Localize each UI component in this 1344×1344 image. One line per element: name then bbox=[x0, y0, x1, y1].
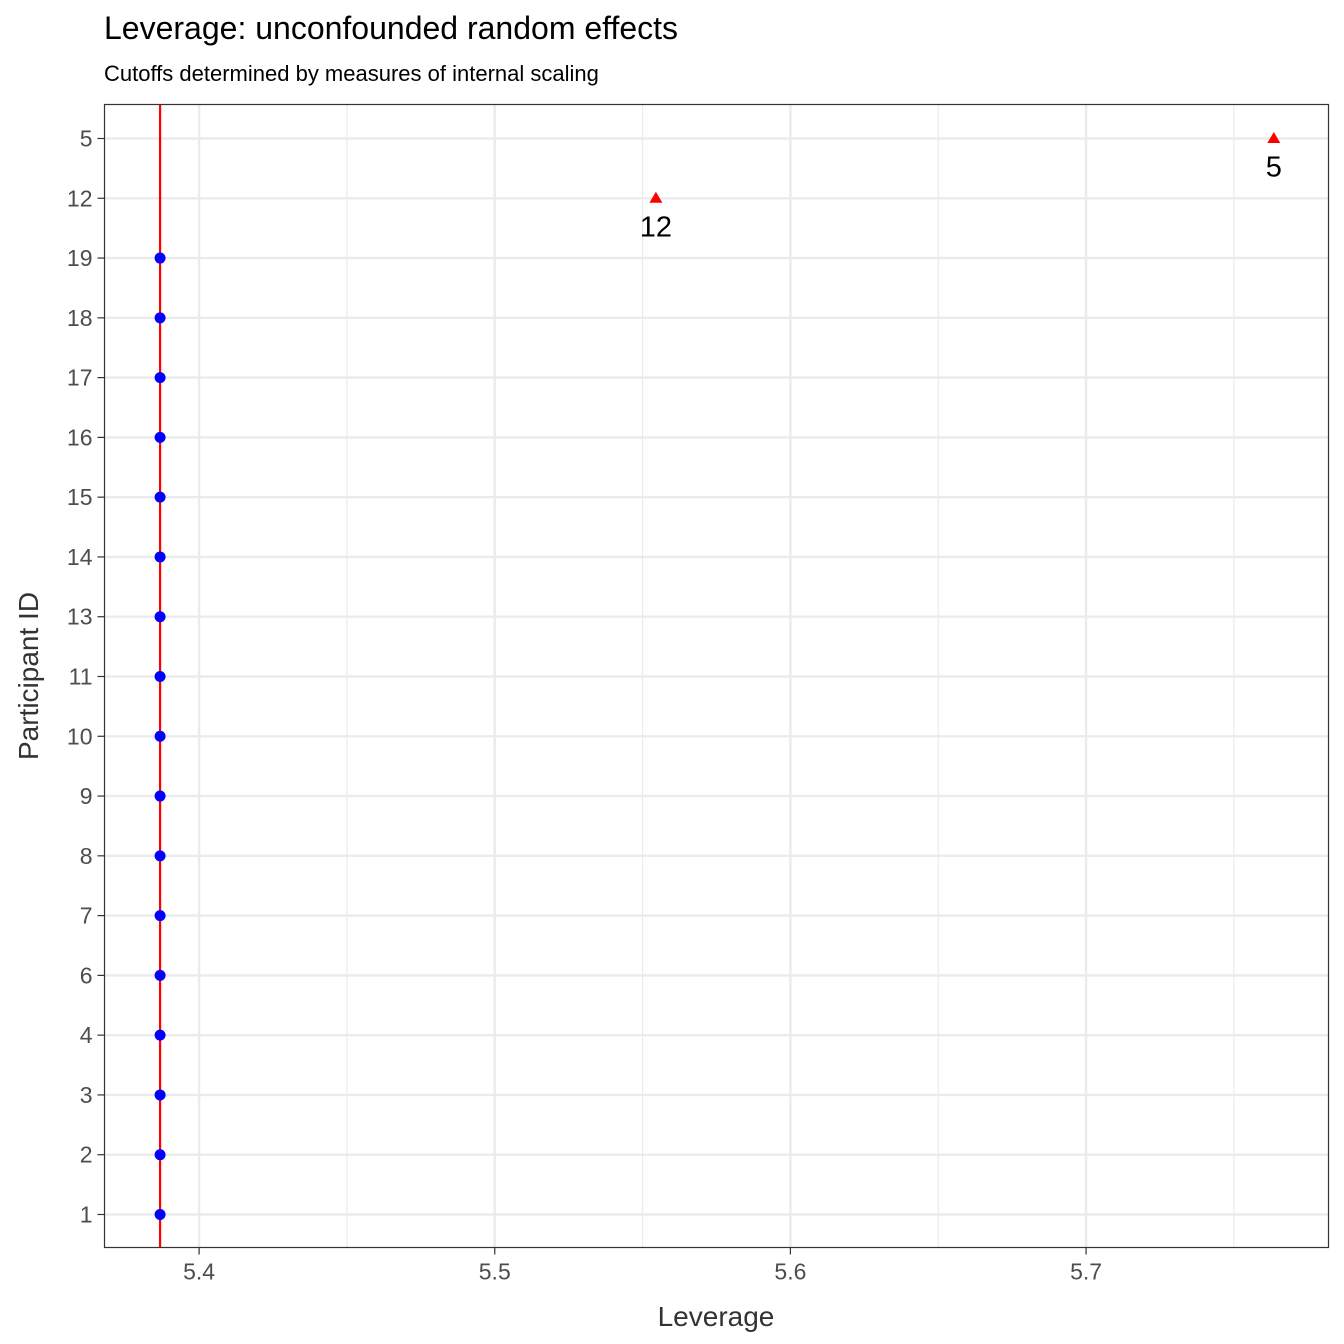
data-point bbox=[154, 252, 166, 264]
data-point-outlier bbox=[1267, 132, 1281, 143]
data-point bbox=[154, 431, 166, 443]
x-tick-label: 5.7 bbox=[1070, 1259, 1102, 1285]
y-tick-label: 3 bbox=[80, 1082, 93, 1108]
data-point bbox=[154, 312, 166, 324]
y-tick-label: 17 bbox=[67, 365, 93, 391]
y-tick-label: 9 bbox=[80, 783, 93, 809]
x-axis: 5.4 5.5 5.6 5.7 bbox=[183, 1247, 1102, 1285]
data-point-outlier bbox=[649, 191, 663, 203]
y-tick-label: 16 bbox=[67, 424, 93, 450]
y-tick-label: 18 bbox=[67, 305, 93, 331]
y-tick-label: 11 bbox=[69, 664, 93, 690]
data-point bbox=[154, 1149, 166, 1161]
y-tick-label: 14 bbox=[67, 544, 93, 570]
data-point bbox=[154, 1029, 166, 1041]
y-tick-label: 19 bbox=[67, 245, 93, 271]
y-tick-label: 10 bbox=[67, 723, 93, 749]
y-tick-label: 1 bbox=[80, 1202, 93, 1228]
chart-subtitle: Cutoffs determined by measures of intern… bbox=[104, 61, 599, 86]
data-point bbox=[154, 730, 166, 742]
y-tick-label: 13 bbox=[67, 604, 93, 630]
x-tick-label: 5.6 bbox=[774, 1259, 806, 1285]
y-tick-label: 8 bbox=[80, 843, 93, 869]
y-tick-label: 2 bbox=[80, 1142, 93, 1168]
y-tick-label: 7 bbox=[80, 903, 93, 929]
points-layer bbox=[154, 132, 1281, 1220]
y-tick-label: 6 bbox=[80, 962, 93, 988]
point-label: 5 bbox=[1266, 152, 1282, 184]
data-point bbox=[154, 850, 166, 862]
data-point bbox=[154, 790, 166, 802]
y-tick-label: 15 bbox=[67, 484, 93, 510]
data-point bbox=[154, 372, 166, 384]
chart-title: Leverage: unconfounded random effects bbox=[104, 10, 679, 46]
y-tick-label: 12 bbox=[67, 185, 93, 211]
y-tick-label: 5 bbox=[80, 126, 93, 152]
data-point bbox=[154, 551, 166, 563]
x-tick-label: 5.5 bbox=[479, 1259, 511, 1285]
data-point bbox=[154, 611, 166, 623]
major-gridlines bbox=[104, 104, 1329, 1248]
data-point bbox=[154, 671, 166, 682]
data-point bbox=[154, 1089, 166, 1101]
x-tick-label: 5.4 bbox=[183, 1259, 215, 1285]
y-axis-title: Participant ID bbox=[13, 592, 44, 760]
point-label: 12 bbox=[640, 211, 672, 243]
data-point bbox=[154, 1209, 166, 1220]
data-point bbox=[154, 491, 166, 503]
point-labels-layer: 12 5 bbox=[640, 152, 1282, 244]
y-tick-label: 4 bbox=[80, 1022, 93, 1048]
data-point bbox=[154, 969, 166, 981]
data-point bbox=[154, 910, 166, 922]
x-axis-title: Leverage bbox=[658, 1301, 775, 1332]
